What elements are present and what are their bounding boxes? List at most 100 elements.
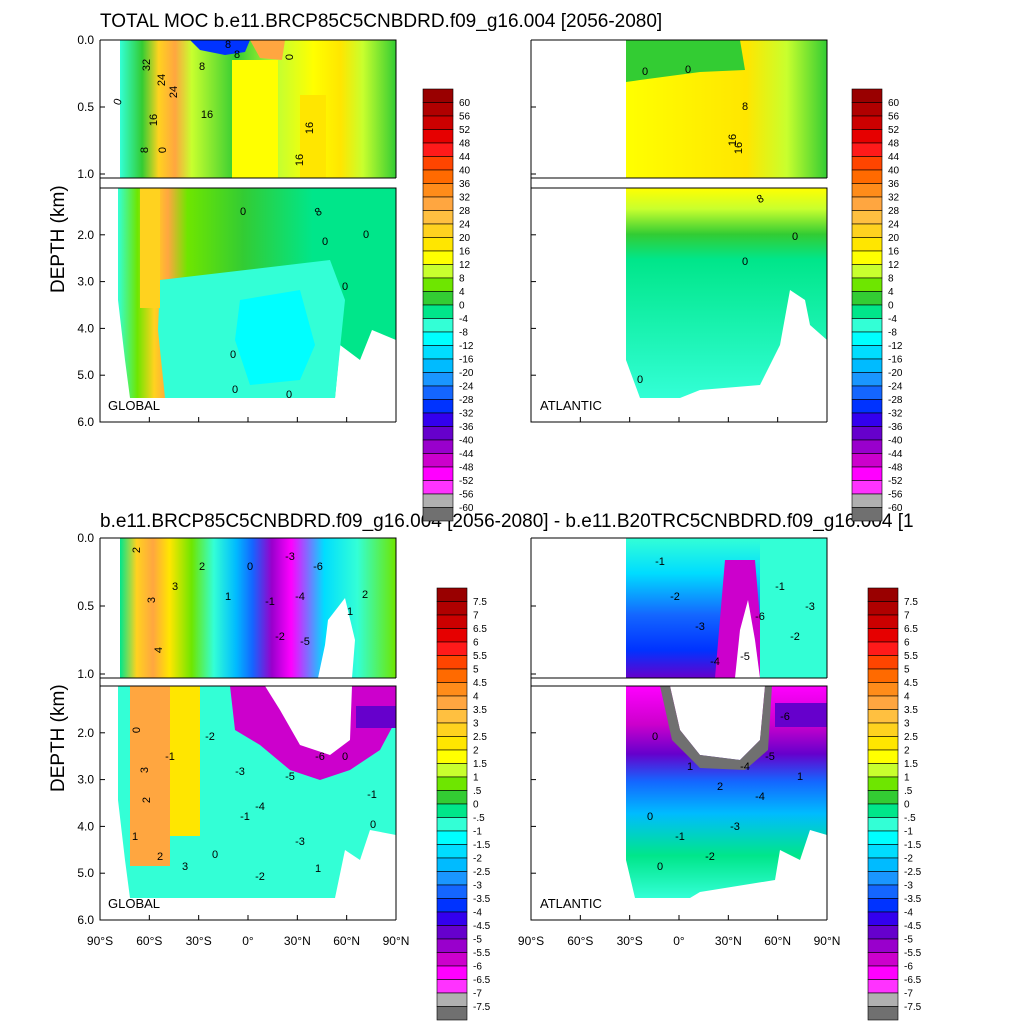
colorbar-swatch: [851, 372, 883, 387]
colorbar-label: -8: [459, 328, 468, 339]
colorbar-label: -5: [904, 935, 913, 946]
x-tick-label: 30°N: [284, 934, 311, 948]
contour-label: 0: [232, 384, 238, 396]
colorbar-swatch: [422, 304, 454, 319]
contour-label: -5: [765, 751, 775, 763]
contour-label: 2: [362, 589, 368, 601]
colorbar-label: -16: [459, 355, 474, 366]
colorbar-label: 40: [888, 166, 900, 177]
x-tick-label: 60°N: [333, 934, 360, 948]
contour-label: 16: [733, 142, 745, 154]
contour-label: 3: [146, 597, 158, 603]
colorbar-swatch: [422, 399, 454, 414]
colorbar-swatch: [867, 992, 899, 1007]
y-tick-label: 1.0: [77, 667, 94, 681]
colorbar-swatch: [867, 925, 899, 940]
field-bottom-global-hole-lower: [265, 686, 352, 755]
colorbar-label: 56: [459, 112, 471, 123]
colorbar-label: -3.5: [904, 894, 922, 905]
colorbar-swatch: [436, 601, 468, 616]
colorbar-label: 40: [459, 166, 471, 177]
colorbar-label: .5: [904, 786, 913, 797]
colorbar-swatch: [436, 830, 468, 845]
contour-label: 0: [342, 751, 348, 763]
colorbar-label: -7: [904, 989, 913, 1000]
colorbar-label: 16: [888, 247, 900, 258]
colorbar-swatch: [851, 507, 883, 522]
colorbar-label: -36: [459, 422, 474, 433]
colorbar-label: 5: [473, 665, 479, 676]
colorbar-label: -6: [904, 962, 913, 973]
y-tick-label: 5.0: [77, 866, 94, 880]
colorbar-label: 44: [888, 152, 900, 163]
colorbar-label: -2.5: [904, 867, 922, 878]
colorbar-label: 4: [904, 692, 910, 703]
colorbar-label: 52: [459, 125, 471, 136]
colorbar-swatch: [867, 965, 899, 980]
x-tick-label: 30°S: [186, 934, 212, 948]
contour-labels-bottom-atlantic: -1 -2 -3 -4 -5 -6 -1 -2 -3 0 1 2 -4 -5 -6 0 -1 -2 -3 -4 0 1: [647, 556, 815, 873]
field-top-global-core2: [232, 60, 278, 178]
colorbar-swatch: [436, 857, 468, 872]
colorbar-label: 28: [459, 206, 471, 217]
contour-label: 1: [225, 591, 231, 603]
colorbar-swatch: [422, 129, 454, 144]
field-top-atlantic-surface: [626, 40, 745, 82]
colorbar-swatch: [436, 736, 468, 751]
colorbar-swatch: [867, 628, 899, 643]
colorbar-label: 6: [473, 638, 479, 649]
contour-label: 0: [652, 731, 658, 743]
contour-label: -4: [740, 761, 750, 773]
colorbar-label: -7.5: [473, 1002, 491, 1013]
colorbar-label: -12: [888, 341, 903, 352]
colorbar-label: 1: [904, 773, 910, 784]
colorbar-swatch: [851, 358, 883, 373]
y-tick-label: 4.0: [77, 321, 94, 335]
colorbar-label: -6.5: [904, 975, 922, 986]
colorbar-label: 56: [888, 112, 900, 123]
colorbar-swatch: [867, 614, 899, 629]
bottom-title: b.e11.BRCP85C5CNBDRD.f09_g16.004 [2056-2…: [100, 511, 914, 532]
contour-label: -4: [295, 591, 305, 603]
colorbar-label: 48: [888, 139, 900, 150]
field-bottom-atlantic-north: [775, 703, 827, 727]
contour-label: -2: [670, 591, 680, 603]
colorbar-swatch: [436, 641, 468, 656]
colorbar-label: 4: [459, 287, 465, 298]
colorbar-label: 48: [459, 139, 471, 150]
colorbar-label: -4.5: [904, 921, 922, 932]
region-label-bottom-global: GLOBAL: [108, 896, 160, 911]
colorbar-label: -36: [888, 422, 903, 433]
colorbar-label: -2: [904, 854, 913, 865]
contour-label: 16: [148, 114, 160, 126]
colorbar-label: -1.5: [473, 840, 491, 851]
colorbar-bottom-atlantic: 7.576.565.554.543.532.521.51.50-.5-1-1.5…: [867, 587, 922, 1021]
colorbar-label: -52: [888, 476, 903, 487]
colorbar-swatch: [436, 979, 468, 994]
colorbar-label: -3: [904, 881, 913, 892]
contour-label: 1: [315, 863, 321, 875]
contour-label: 8: [755, 193, 766, 206]
colorbar-swatch: [851, 223, 883, 238]
colorbar-label: -32: [888, 409, 903, 420]
contour-label: 0: [284, 54, 296, 60]
x-tick-label: 0°: [242, 934, 254, 948]
field-top-global-blue: [190, 40, 250, 55]
region-label-top-global: GLOBAL: [108, 398, 160, 413]
contour-label: -2: [790, 631, 800, 643]
contour-label: -1: [655, 556, 665, 568]
colorbar-label: 4: [888, 287, 894, 298]
colorbar-swatch: [867, 871, 899, 886]
region-label-top-atlantic: ATLANTIC: [540, 398, 602, 413]
x-tick-label: 0°: [673, 934, 685, 948]
contour-label: 0: [286, 389, 292, 401]
colorbar-swatch: [851, 88, 883, 103]
colorbar-swatch: [867, 655, 899, 670]
colorbar-swatch: [436, 776, 468, 791]
contour-label: 16: [304, 122, 316, 134]
contour-label: 0: [247, 561, 253, 573]
colorbar-swatch: [436, 965, 468, 980]
colorbar-swatch: [867, 749, 899, 764]
colorbar-swatch: [422, 142, 454, 157]
